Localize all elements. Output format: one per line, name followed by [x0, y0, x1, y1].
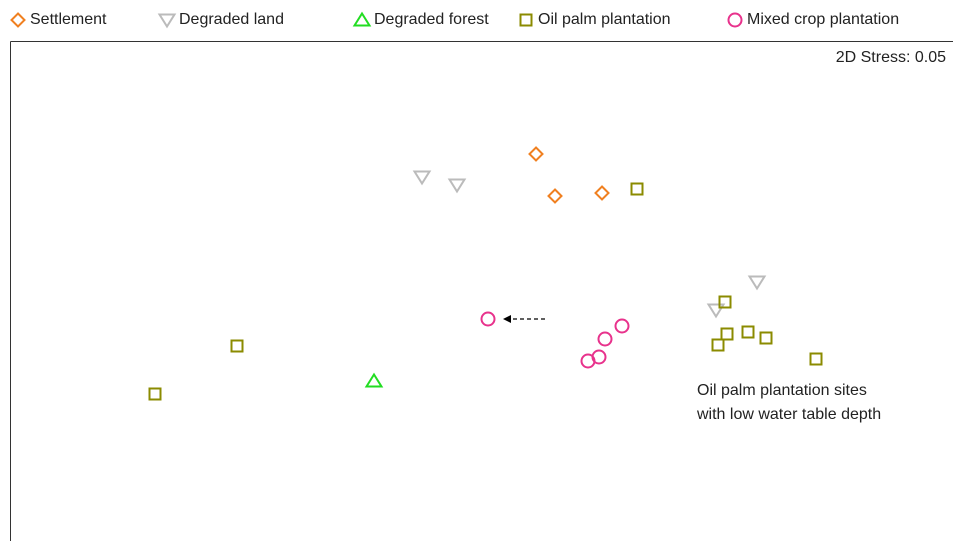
arrow: [503, 315, 545, 323]
point: [148, 387, 162, 401]
point: [230, 339, 244, 353]
point: [720, 327, 734, 341]
point: [528, 146, 544, 162]
annotation: with low water table depth: [696, 406, 881, 423]
point: [706, 303, 726, 319]
legend-symbol: [519, 13, 533, 27]
point: [809, 352, 823, 366]
stress-label: 2D Stress: 0.05: [836, 49, 946, 66]
legend-label: Oil palm plantation: [538, 11, 671, 28]
point: [711, 338, 725, 352]
point: [547, 188, 563, 204]
point: [718, 295, 732, 309]
point: [580, 353, 596, 369]
point: [594, 185, 610, 201]
point: [759, 331, 773, 345]
point: [480, 311, 496, 327]
point: [747, 275, 767, 291]
legend-symbol: [157, 13, 177, 29]
legend-symbol: [352, 11, 372, 27]
legend-symbol: [727, 12, 743, 28]
point: [364, 372, 384, 388]
point: [597, 331, 613, 347]
legend-label: Degraded land: [179, 11, 284, 28]
legend-label: Settlement: [30, 11, 107, 28]
legend-label: Mixed crop plantation: [747, 11, 899, 28]
point: [741, 325, 755, 339]
annotation: Oil palm plantation sites: [697, 382, 867, 399]
legend-symbol: [10, 12, 26, 28]
legend-label: Degraded forest: [374, 11, 489, 28]
point: [630, 182, 644, 196]
point: [412, 170, 432, 186]
point: [447, 178, 467, 194]
point: [614, 318, 630, 334]
